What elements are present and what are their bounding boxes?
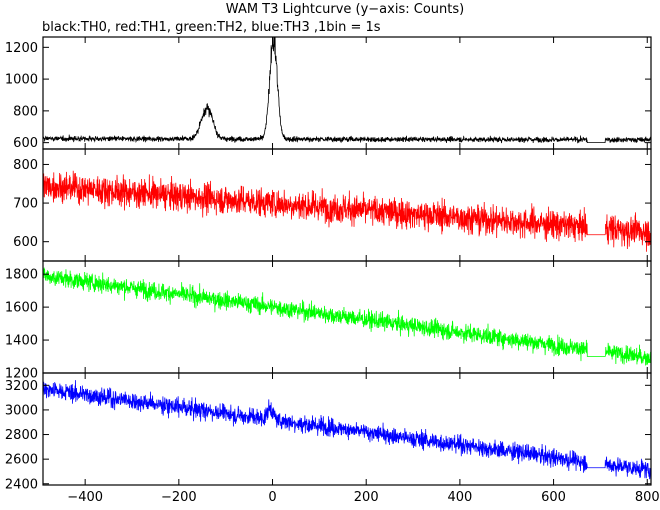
y-tick-label: 600 [13,136,38,151]
x-axis: −400 −200 0 200 400 600 800 [67,490,659,505]
panel-frame [42,148,652,262]
y-tick-label: 2600 [5,453,38,468]
y-tick-label: 2400 [5,477,38,492]
series-line-th0 [43,37,651,144]
y-tick-label: 3000 [5,403,38,418]
y-tick-label: 1200 [5,41,38,56]
panel-th0: 600 800 1000 1200 [5,36,652,151]
panel-th1: 600 700 800 [13,148,652,262]
y-tick-label: 700 [13,197,38,212]
y-tick-label: 1600 [5,301,38,316]
y-tick-label: 3200 [5,379,38,394]
panels-layer: 600 800 1000 1200 600 700 800 1200 1400 1600 1800 2… [5,36,652,492]
y-tick-label: 1400 [5,334,38,349]
x-tick-label: −400 [67,490,103,505]
series-line-th2 [43,267,651,367]
series-line-th1 [43,170,651,252]
x-tick-label: 0 [268,490,276,505]
y-tick-label: 1800 [5,268,38,283]
x-tick-label: 200 [354,490,379,505]
panel-th3: 2400 2600 2800 3000 3200 [5,372,652,492]
x-tick-label: 600 [541,490,566,505]
y-tick-label: 800 [13,104,38,119]
y-tick-label: 800 [13,158,38,173]
x-tick-label: −200 [161,490,197,505]
y-tick-label: 2800 [5,428,38,443]
y-tick-label: 1200 [5,367,38,382]
chart-subtitle: black:TH0, red:TH1, green:TH2, blue:TH3 … [42,20,381,35]
x-tick-label: 400 [447,490,472,505]
y-tick-label: 1000 [5,73,38,88]
panel-frame [42,36,652,150]
panel-th2: 1200 1400 1600 1800 [5,260,652,382]
chart-title: WAM T3 Lightcurve (y−axis: Counts) [226,2,464,17]
x-tick-label: 800 [635,490,660,505]
panel-frame [42,372,652,486]
y-tick-label: 600 [13,235,38,250]
series-line-th3 [43,380,651,480]
